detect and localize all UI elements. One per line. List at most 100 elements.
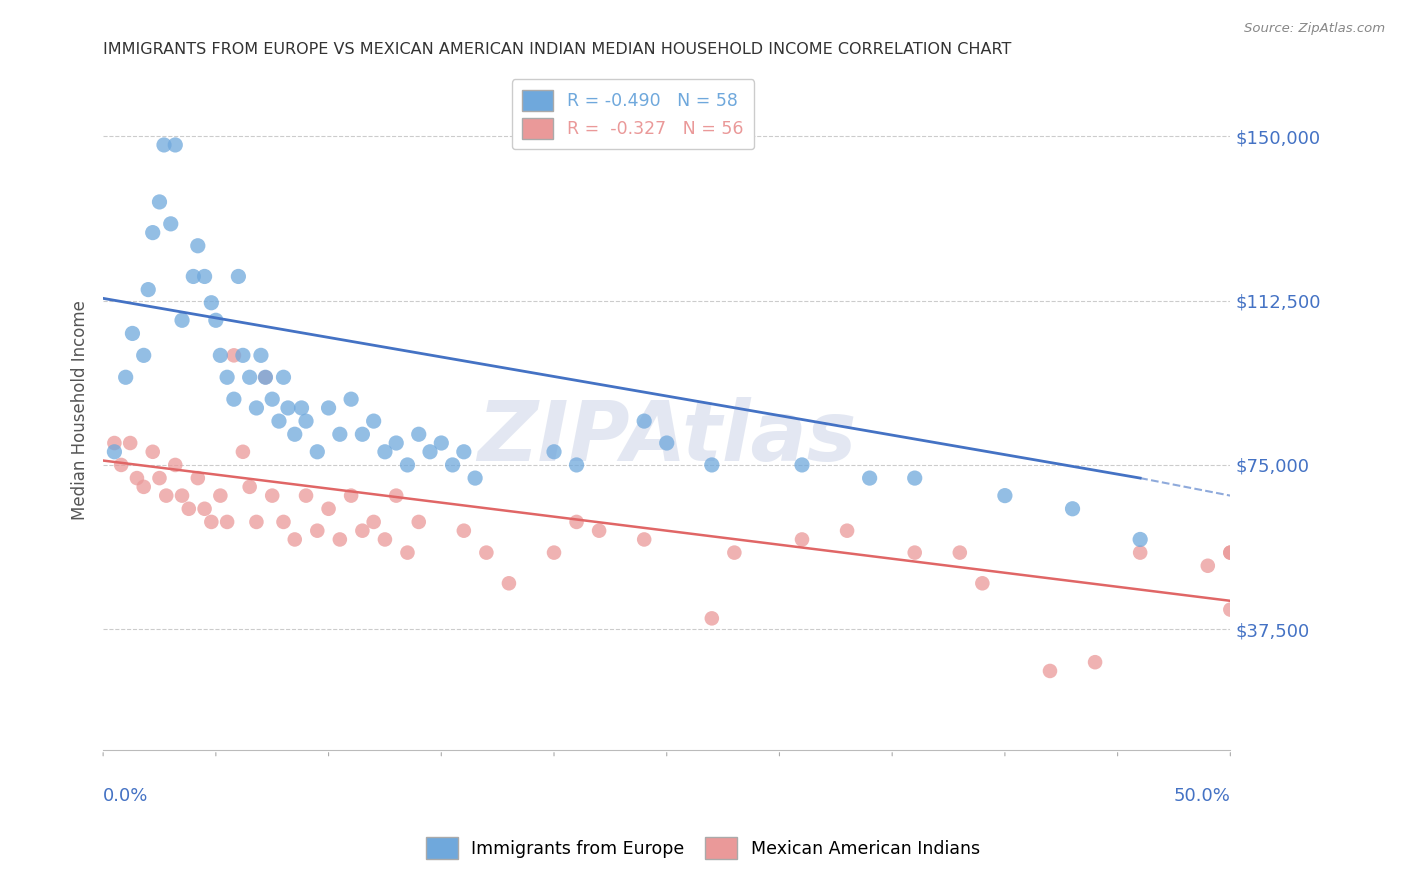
- Point: [363, 515, 385, 529]
- Point: [209, 348, 232, 362]
- Y-axis label: Median Household Income: Median Household Income: [72, 301, 89, 520]
- Point: [723, 546, 745, 560]
- Legend: R = -0.490   N = 58, R =  -0.327   N = 56: R = -0.490 N = 58, R = -0.327 N = 56: [512, 79, 754, 149]
- Point: [273, 370, 295, 384]
- Point: [363, 414, 385, 428]
- Point: [475, 546, 498, 560]
- Point: [181, 269, 204, 284]
- Point: [132, 480, 155, 494]
- Point: [396, 458, 419, 472]
- Point: [209, 489, 232, 503]
- Text: ZIPAtlas: ZIPAtlas: [477, 397, 856, 478]
- Point: [110, 458, 132, 472]
- Point: [153, 137, 176, 152]
- Point: [159, 217, 181, 231]
- Point: [132, 348, 155, 362]
- Point: [187, 471, 209, 485]
- Point: [340, 489, 363, 503]
- Point: [284, 427, 307, 442]
- Point: [1219, 546, 1241, 560]
- Point: [262, 489, 284, 503]
- Point: [543, 546, 565, 560]
- Point: [1219, 546, 1241, 560]
- Point: [142, 226, 165, 240]
- Point: [200, 295, 222, 310]
- Point: [232, 348, 254, 362]
- Point: [655, 436, 678, 450]
- Point: [165, 137, 187, 152]
- Point: [352, 427, 374, 442]
- Point: [194, 269, 217, 284]
- Point: [307, 524, 329, 538]
- Point: [1062, 501, 1084, 516]
- Point: [1129, 546, 1152, 560]
- Point: [790, 458, 813, 472]
- Point: [1039, 664, 1062, 678]
- Point: [217, 515, 239, 529]
- Legend: Immigrants from Europe, Mexican American Indians: Immigrants from Europe, Mexican American…: [419, 830, 987, 865]
- Point: [453, 444, 475, 458]
- Point: [170, 489, 193, 503]
- Point: [994, 489, 1017, 503]
- Point: [385, 489, 408, 503]
- Point: [284, 533, 307, 547]
- Point: [498, 576, 520, 591]
- Point: [396, 546, 419, 560]
- Point: [103, 444, 125, 458]
- Point: [1084, 655, 1107, 669]
- Text: IMMIGRANTS FROM EUROPE VS MEXICAN AMERICAN INDIAN MEDIAN HOUSEHOLD INCOME CORREL: IMMIGRANTS FROM EUROPE VS MEXICAN AMERIC…: [103, 42, 1011, 57]
- Point: [295, 414, 318, 428]
- Point: [307, 444, 329, 458]
- Point: [453, 524, 475, 538]
- Point: [633, 533, 655, 547]
- Point: [318, 501, 340, 516]
- Point: [700, 458, 723, 472]
- Point: [273, 515, 295, 529]
- Point: [177, 501, 200, 516]
- Point: [295, 489, 318, 503]
- Point: [1197, 558, 1219, 573]
- Point: [1129, 533, 1152, 547]
- Point: [103, 436, 125, 450]
- Text: Source: ZipAtlas.com: Source: ZipAtlas.com: [1244, 22, 1385, 36]
- Point: [222, 392, 245, 407]
- Point: [120, 436, 142, 450]
- Point: [142, 444, 165, 458]
- Point: [245, 401, 267, 415]
- Text: 50.0%: 50.0%: [1174, 788, 1230, 805]
- Point: [205, 313, 228, 327]
- Point: [318, 401, 340, 415]
- Point: [790, 533, 813, 547]
- Point: [170, 313, 193, 327]
- Point: [245, 515, 267, 529]
- Point: [228, 269, 250, 284]
- Point: [700, 611, 723, 625]
- Point: [588, 524, 610, 538]
- Point: [250, 348, 273, 362]
- Point: [277, 401, 299, 415]
- Point: [352, 524, 374, 538]
- Point: [148, 194, 170, 209]
- Text: 0.0%: 0.0%: [103, 788, 149, 805]
- Point: [136, 283, 159, 297]
- Point: [385, 436, 408, 450]
- Point: [114, 370, 136, 384]
- Point: [239, 370, 262, 384]
- Point: [904, 546, 927, 560]
- Point: [121, 326, 143, 341]
- Point: [239, 480, 262, 494]
- Point: [290, 401, 312, 415]
- Point: [254, 370, 277, 384]
- Point: [165, 458, 187, 472]
- Point: [329, 533, 352, 547]
- Point: [194, 501, 217, 516]
- Point: [374, 444, 396, 458]
- Point: [200, 515, 222, 529]
- Point: [187, 239, 209, 253]
- Point: [408, 515, 430, 529]
- Point: [374, 533, 396, 547]
- Point: [125, 471, 148, 485]
- Point: [232, 444, 254, 458]
- Point: [835, 524, 858, 538]
- Point: [419, 444, 441, 458]
